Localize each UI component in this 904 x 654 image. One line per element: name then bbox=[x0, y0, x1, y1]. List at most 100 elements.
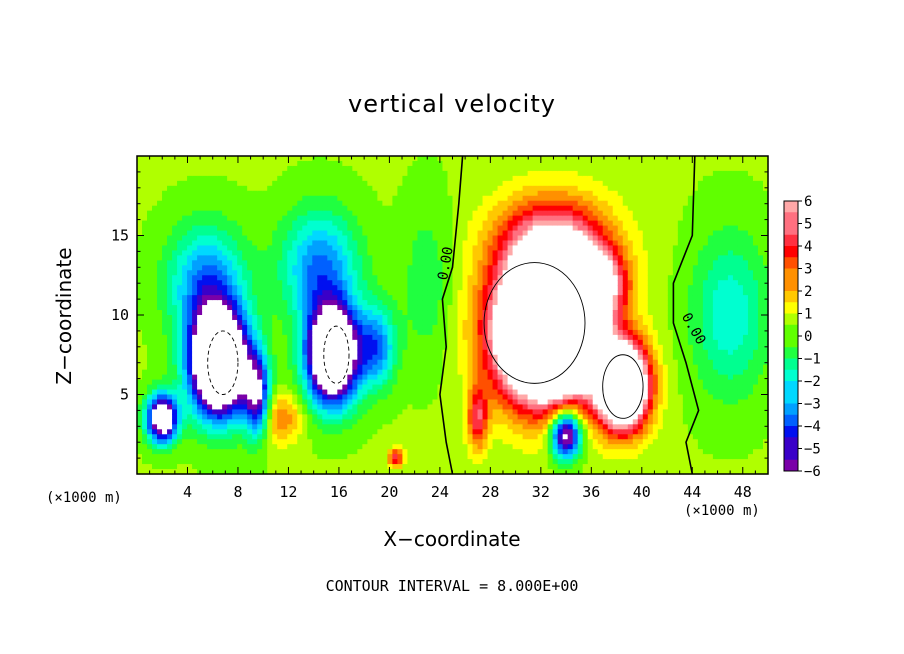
heatmap-cell bbox=[347, 285, 353, 291]
heatmap-cell bbox=[317, 394, 323, 401]
heatmap-cell bbox=[417, 324, 424, 331]
heatmap-cell bbox=[187, 315, 193, 321]
heatmap-cell bbox=[412, 285, 419, 291]
heatmap-cell bbox=[137, 225, 143, 232]
heatmap-cell bbox=[157, 295, 163, 301]
heatmap-cell bbox=[297, 230, 303, 237]
heatmap-cell bbox=[327, 379, 333, 386]
heatmap-cell bbox=[442, 310, 449, 316]
heatmap-cell bbox=[262, 260, 268, 266]
heatmap-cell bbox=[402, 260, 409, 266]
heatmap-cell bbox=[322, 369, 328, 376]
heatmap-cell bbox=[272, 349, 278, 356]
heatmap-cell bbox=[137, 429, 143, 435]
heatmap-cell bbox=[467, 240, 474, 247]
heatmap-cell bbox=[432, 329, 439, 336]
heatmap-cell bbox=[182, 260, 188, 266]
heatmap-cell bbox=[467, 399, 474, 406]
heatmap-cell bbox=[427, 389, 434, 396]
heatmap-cell bbox=[327, 449, 333, 455]
heatmap-cell bbox=[477, 230, 484, 237]
heatmap-cell bbox=[172, 354, 178, 361]
heatmap-cell bbox=[387, 185, 394, 192]
heatmap-cell bbox=[237, 439, 243, 445]
heatmap-cell bbox=[157, 280, 163, 286]
heatmap-cell bbox=[322, 165, 328, 172]
heatmap-cell bbox=[232, 210, 238, 217]
heatmap-cell bbox=[232, 389, 238, 396]
heatmap-cell bbox=[272, 319, 278, 326]
heatmap-cell bbox=[397, 369, 404, 376]
heatmap-cell bbox=[187, 160, 193, 167]
heatmap-cell bbox=[367, 285, 373, 291]
heatmap-cell bbox=[432, 394, 439, 401]
heatmap-cell bbox=[272, 409, 278, 415]
heatmap-cell bbox=[392, 454, 399, 460]
heatmap-cell bbox=[382, 170, 388, 177]
heatmap-cell bbox=[302, 469, 308, 475]
heatmap-cell bbox=[197, 414, 203, 420]
heatmap-cell bbox=[252, 454, 258, 460]
heatmap-cell bbox=[417, 305, 424, 311]
heatmap-cell bbox=[387, 300, 394, 306]
heatmap-cell bbox=[242, 310, 248, 316]
heatmap-cell bbox=[312, 389, 318, 396]
heatmap-cell bbox=[142, 429, 148, 435]
heatmap-cell bbox=[347, 300, 353, 306]
heatmap-cell bbox=[232, 230, 238, 237]
heatmap-cell bbox=[182, 374, 188, 381]
heatmap-cell bbox=[262, 290, 268, 296]
heatmap-cell bbox=[332, 349, 338, 356]
heatmap-cell bbox=[467, 215, 474, 222]
heatmap-cell bbox=[172, 339, 178, 346]
heatmap-cell bbox=[437, 434, 444, 440]
heatmap-cell bbox=[517, 319, 524, 326]
heatmap-cell bbox=[477, 156, 484, 162]
heatmap-cell bbox=[157, 344, 163, 351]
heatmap-cell bbox=[402, 454, 409, 460]
heatmap-cell bbox=[192, 319, 198, 326]
heatmap-cell bbox=[437, 225, 444, 232]
heatmap-cell bbox=[332, 344, 338, 351]
heatmap-cell bbox=[522, 190, 529, 197]
heatmap-cell bbox=[317, 344, 323, 351]
heatmap-cell bbox=[402, 165, 409, 172]
heatmap-cell bbox=[442, 374, 449, 381]
heatmap-cell bbox=[352, 180, 358, 187]
heatmap-cell bbox=[517, 469, 524, 475]
heatmap-cell bbox=[437, 310, 444, 316]
heatmap-cell bbox=[352, 369, 358, 376]
heatmap-cell bbox=[402, 295, 409, 301]
heatmap-cell bbox=[262, 394, 268, 401]
heatmap-cell bbox=[502, 439, 509, 445]
heatmap-cell bbox=[197, 210, 203, 217]
heatmap-cell bbox=[147, 414, 153, 420]
heatmap-cell bbox=[262, 190, 268, 197]
heatmap-cell bbox=[222, 319, 228, 326]
heatmap-cell bbox=[487, 230, 494, 237]
heatmap-cell bbox=[272, 225, 278, 232]
heatmap-cell bbox=[252, 344, 258, 351]
heatmap-cell bbox=[512, 175, 519, 182]
heatmap-cell bbox=[177, 205, 183, 212]
heatmap-cell bbox=[322, 245, 328, 252]
heatmap-cell bbox=[332, 315, 338, 321]
heatmap-cell bbox=[307, 160, 313, 167]
heatmap-cell bbox=[437, 275, 444, 281]
heatmap-cell bbox=[407, 310, 414, 316]
heatmap-cell bbox=[362, 235, 368, 242]
heatmap-cell bbox=[217, 195, 223, 202]
heatmap-cell bbox=[407, 349, 414, 356]
heatmap-cell bbox=[412, 429, 419, 435]
heatmap-cell bbox=[512, 344, 519, 351]
heatmap-cell bbox=[407, 300, 414, 306]
heatmap-cell bbox=[492, 414, 499, 420]
heatmap-cell bbox=[277, 374, 283, 381]
heatmap-cell bbox=[277, 364, 283, 371]
heatmap-cell bbox=[137, 235, 143, 242]
heatmap-cell bbox=[277, 265, 283, 271]
heatmap-cell bbox=[392, 220, 399, 227]
heatmap-cell bbox=[522, 319, 529, 326]
heatmap-cell bbox=[177, 379, 183, 386]
heatmap-cell bbox=[232, 165, 238, 172]
